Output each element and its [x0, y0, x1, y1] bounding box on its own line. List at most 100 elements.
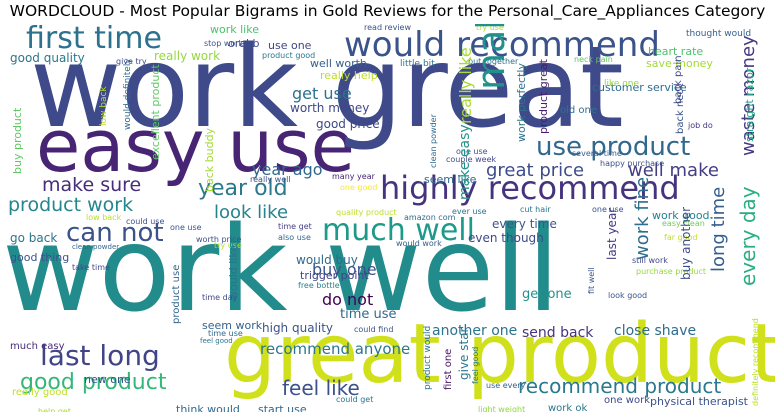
word-amazon-com: amazon com — [404, 213, 456, 222]
word-one-good: one good — [340, 183, 378, 192]
word-first-time: first time — [26, 24, 162, 56]
word-get-job: use every — [486, 381, 526, 390]
word-physical-therapist: physical therapist — [650, 395, 748, 408]
word-make-sure: make sure — [42, 174, 142, 196]
word-high-quality: high quality — [262, 321, 334, 335]
word-easy-use: easy use — [36, 104, 355, 188]
word-would-give: easy clean — [662, 219, 705, 228]
word-well-make: well make — [628, 160, 719, 181]
word-would-like: would like — [227, 244, 240, 300]
word-much-easy: much easy — [10, 341, 65, 352]
word-look-like: look like — [214, 202, 289, 223]
word-light-weight: light weight — [478, 405, 526, 412]
word-free-bottle: free bottle — [298, 281, 340, 290]
word-thought-would: low back — [99, 86, 109, 126]
word-could-use: could use — [126, 217, 165, 226]
word-good-price: good price — [316, 117, 380, 131]
word-excellent-product: excellent product — [149, 64, 162, 160]
word-work-good: work good — [652, 209, 710, 222]
word-good-quality: good quality — [10, 51, 85, 65]
word-product-good: product good — [262, 51, 316, 60]
word-would-recommend: would recommend — [344, 25, 660, 65]
word-stop-work: stop work — [204, 39, 244, 48]
word-low-back: thought would — [686, 29, 752, 39]
word-use-product: use product — [536, 132, 691, 162]
word-straight-razor: straight razor — [743, 67, 756, 142]
word-year-old: year old — [198, 176, 288, 201]
word-every-day: every day — [736, 186, 760, 286]
word-work-well: work well — [2, 200, 560, 338]
word-go-back: go back — [10, 231, 58, 245]
word-back-neck: back neck — [675, 83, 686, 134]
word-think-would: think would — [176, 403, 240, 412]
word-seem-like: seem like — [424, 173, 477, 186]
word-long-time: long time — [708, 186, 729, 272]
word-love-product: fit well — [587, 267, 596, 294]
word-last-long: last long — [40, 339, 160, 372]
word-use-use: one use — [592, 205, 624, 214]
word-great-price: great price — [486, 160, 585, 181]
word-read-review: read review — [364, 24, 412, 32]
word-happy-purchase: happy purchase — [600, 159, 665, 168]
word-another-one: another one — [432, 323, 518, 339]
word-time-day: time day — [202, 293, 238, 302]
word-recommend-anyone: recommend anyone — [260, 340, 411, 358]
word-ever-use: ever use — [452, 207, 487, 216]
word-start-use: start use — [258, 403, 307, 412]
word-oral-b: oral b — [228, 37, 260, 50]
word-cut-hair: cut hair — [520, 205, 551, 214]
word-do-not: do not — [322, 290, 374, 309]
word-job-do: job do — [688, 121, 713, 130]
word-product-use: product use — [171, 264, 182, 324]
word-would-work: would work — [396, 239, 442, 248]
word-use-time: time use — [208, 329, 243, 338]
word-use-one: use one — [268, 39, 312, 52]
word-fit-well: look good — [608, 291, 648, 300]
word-couple-week: couple week — [446, 155, 497, 164]
wordcloud-canvas: work well great product easy use work gr… — [0, 24, 775, 412]
word-feel-like: feel like — [282, 376, 360, 400]
word-could-find: take time — [72, 263, 110, 272]
word-get-one: get one — [522, 287, 572, 302]
word-last-year: last year — [605, 207, 619, 260]
word-really-work: really work — [154, 49, 221, 63]
word-one-work: one work — [604, 395, 650, 406]
word-work-great: work great — [30, 24, 624, 153]
word-save-money: save money — [646, 57, 713, 70]
word-seem-work: seem work — [202, 319, 263, 332]
word-easy-clean: far good — [664, 233, 698, 242]
word-make-easy: make easy — [457, 124, 473, 200]
word-well-use: help get — [38, 407, 71, 412]
word-pretty-good: work ok — [548, 403, 588, 412]
word-back-buddy: back buddy — [203, 127, 216, 192]
word-close-shave: close shave — [614, 323, 697, 339]
word-look-good: still work — [632, 256, 668, 265]
word-neck-pain: neck pain — [574, 55, 613, 64]
word-product-would: product would — [423, 325, 433, 390]
word-make-easy-large: make easy — [469, 24, 513, 90]
word-take-time: low back — [86, 213, 122, 222]
word-would-buy: would buy — [296, 253, 358, 267]
word-work-perfectly: work perfectly — [515, 63, 528, 142]
word-much-well: much well — [322, 213, 475, 248]
word-customer-service: customer service — [592, 81, 687, 94]
word-work-fine: work fine — [632, 176, 653, 260]
word-several-time: several time — [572, 149, 622, 158]
word-clean-powder: clean powder — [429, 114, 438, 168]
word-first-one: first one — [443, 348, 454, 390]
word-trigger-point: trigger point — [300, 269, 369, 282]
word-try-use: would definitely — [123, 58, 133, 130]
word-worth-price: clean powder — [72, 243, 120, 251]
word-give-try: give try — [116, 57, 147, 66]
word-old-one: old one — [560, 105, 598, 116]
word-highly-recommend: highly recommend — [380, 169, 680, 207]
word-purchase-product: feel good — [200, 337, 233, 345]
word-little-bit: little bit — [400, 59, 435, 69]
word-work-like: work like — [210, 24, 259, 36]
word-would-highly: try use — [214, 241, 242, 250]
word-buy-one: buy one — [312, 260, 377, 279]
word-good-thing: good thing — [10, 251, 70, 264]
word-good-product: good product — [20, 370, 167, 395]
word-product-work: product work — [8, 194, 134, 216]
word-work-easy: feel good — [471, 346, 480, 384]
